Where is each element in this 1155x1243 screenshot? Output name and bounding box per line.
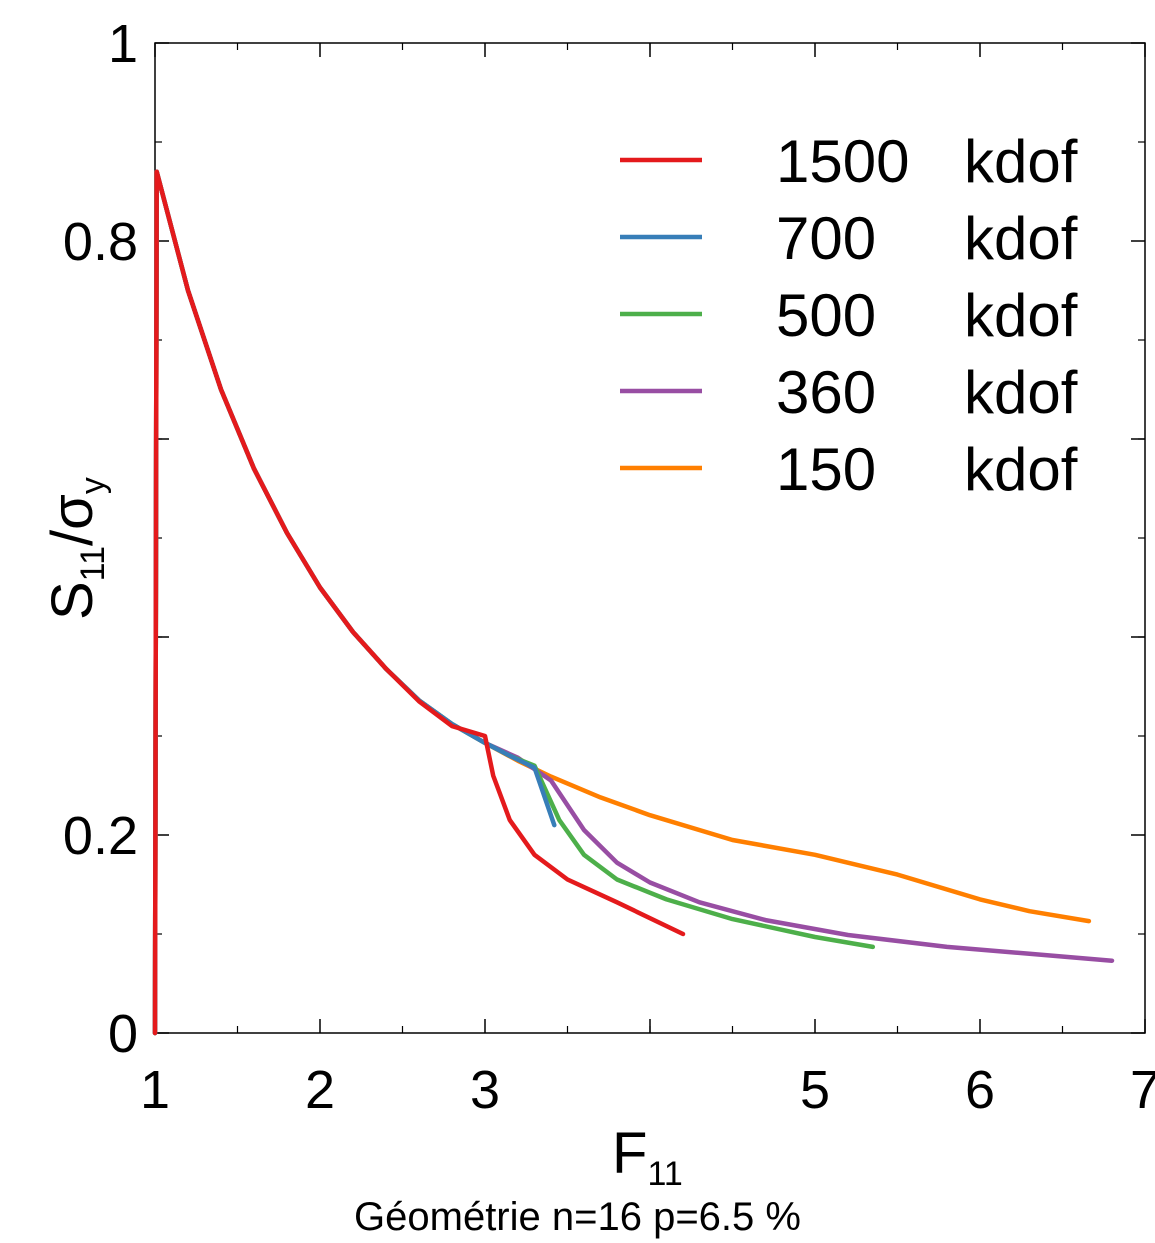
legend-label: 700 [776,205,876,272]
legend: 1500 kdof 700 kdof 500 kdof 360 kdof 150 kdof [620,128,1078,503]
x-tick-label: 1 [140,1060,170,1120]
x-tick-label: 3 [470,1060,500,1120]
y-axis-title: S11/σy [40,477,112,620]
x-tick-labels: 1 2 3 5 6 7 [140,1060,1155,1120]
y-tick-label: 0.8 [63,212,138,272]
x-tick-label: 5 [800,1060,830,1120]
x-tick-label: 2 [305,1060,335,1120]
axis-ticks [154,42,1146,1034]
legend-unit: kdof [964,359,1078,426]
legend-label: 360 [776,359,876,426]
y-tick-label: 0.2 [63,806,138,866]
legend-unit: kdof [964,436,1078,503]
y-tick-labels: 0 0.2 0.8 1 [63,14,138,1064]
series-line-700 [152,169,557,1036]
legend-unit: kdof [964,282,1078,349]
series-lines [152,169,1115,1036]
figure-caption: Géométrie n=16 p=6.5 % [354,1195,801,1239]
x-tick-label: 7 [1130,1060,1155,1120]
series-line-1500 [152,169,686,1036]
y-tick-label: 1 [108,14,138,74]
legend-unit: kdof [964,205,1078,272]
x-tick-label: 6 [965,1060,995,1120]
legend-label: 1500 [776,128,909,195]
x-axis-title: F11 [612,1121,683,1193]
legend-label: 150 [776,436,876,503]
y-tick-label: 0 [108,1004,138,1064]
legend-unit: kdof [964,128,1078,195]
series-line-500 [152,169,876,1036]
legend-label: 500 [776,282,876,349]
